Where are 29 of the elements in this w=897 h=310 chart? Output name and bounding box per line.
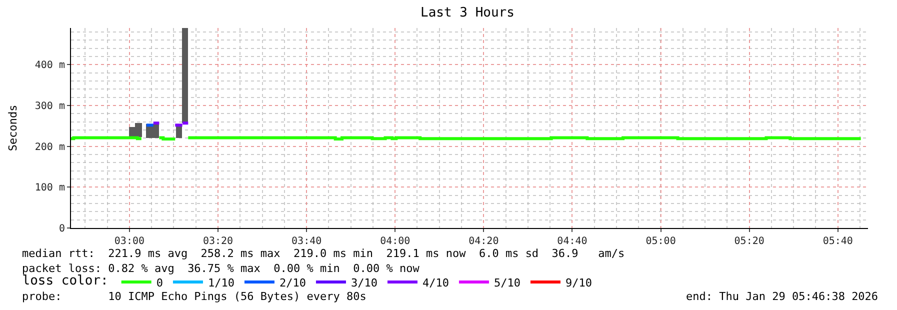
x-tick-label: 03:00 (114, 236, 145, 247)
y-axis-title: Seconds (6, 104, 20, 152)
y-tick-label: 100 m (34, 182, 65, 194)
bar (182, 28, 188, 123)
y-tick-label: 0 (58, 224, 65, 234)
legend-label: 0 (156, 276, 163, 290)
y-tick-label: 400 m (34, 60, 65, 72)
legend-label: 1/10 (208, 276, 234, 290)
x-tick-label: 04:00 (380, 236, 410, 247)
legend-title: loss color: (22, 273, 108, 288)
y-tick-label: 200 m (34, 142, 65, 153)
legend-label: 5/10 (494, 276, 520, 290)
chart-title: Last 3 Hours (420, 6, 514, 21)
x-tick-label: 05:20 (734, 236, 764, 247)
text: median rtt: 221.9 ms avg 258.2 ms max 219.0 ms min 219.1 ms now 6.0 ms sd 36.9 am/s (22, 247, 625, 260)
text: packet loss: 0.82 % avg 36.75 % max 0.00 % min 0.00 % now (22, 262, 420, 275)
legend-label: 4/10 (422, 276, 449, 290)
x-tick-label: 03:20 (202, 236, 234, 247)
x-tick-label: 04:20 (468, 236, 499, 247)
text: probe: 10 ICMP Echo Pings (56 Bytes) every 80s (22, 290, 366, 303)
x-tick-label: 05:40 (822, 236, 853, 247)
legend-label: 9/10 (565, 276, 592, 290)
x-tick-label: 04:40 (557, 236, 588, 247)
y-tick-label: 300 m (34, 101, 65, 112)
legend-label: 3/10 (350, 276, 378, 290)
text: end: Thu Jan 29 05:46:38 2026 (686, 290, 878, 303)
legend-label: 2/10 (279, 276, 306, 290)
x-tick-label: 05:00 (646, 236, 676, 247)
x-tick-label: 03:40 (292, 236, 322, 247)
